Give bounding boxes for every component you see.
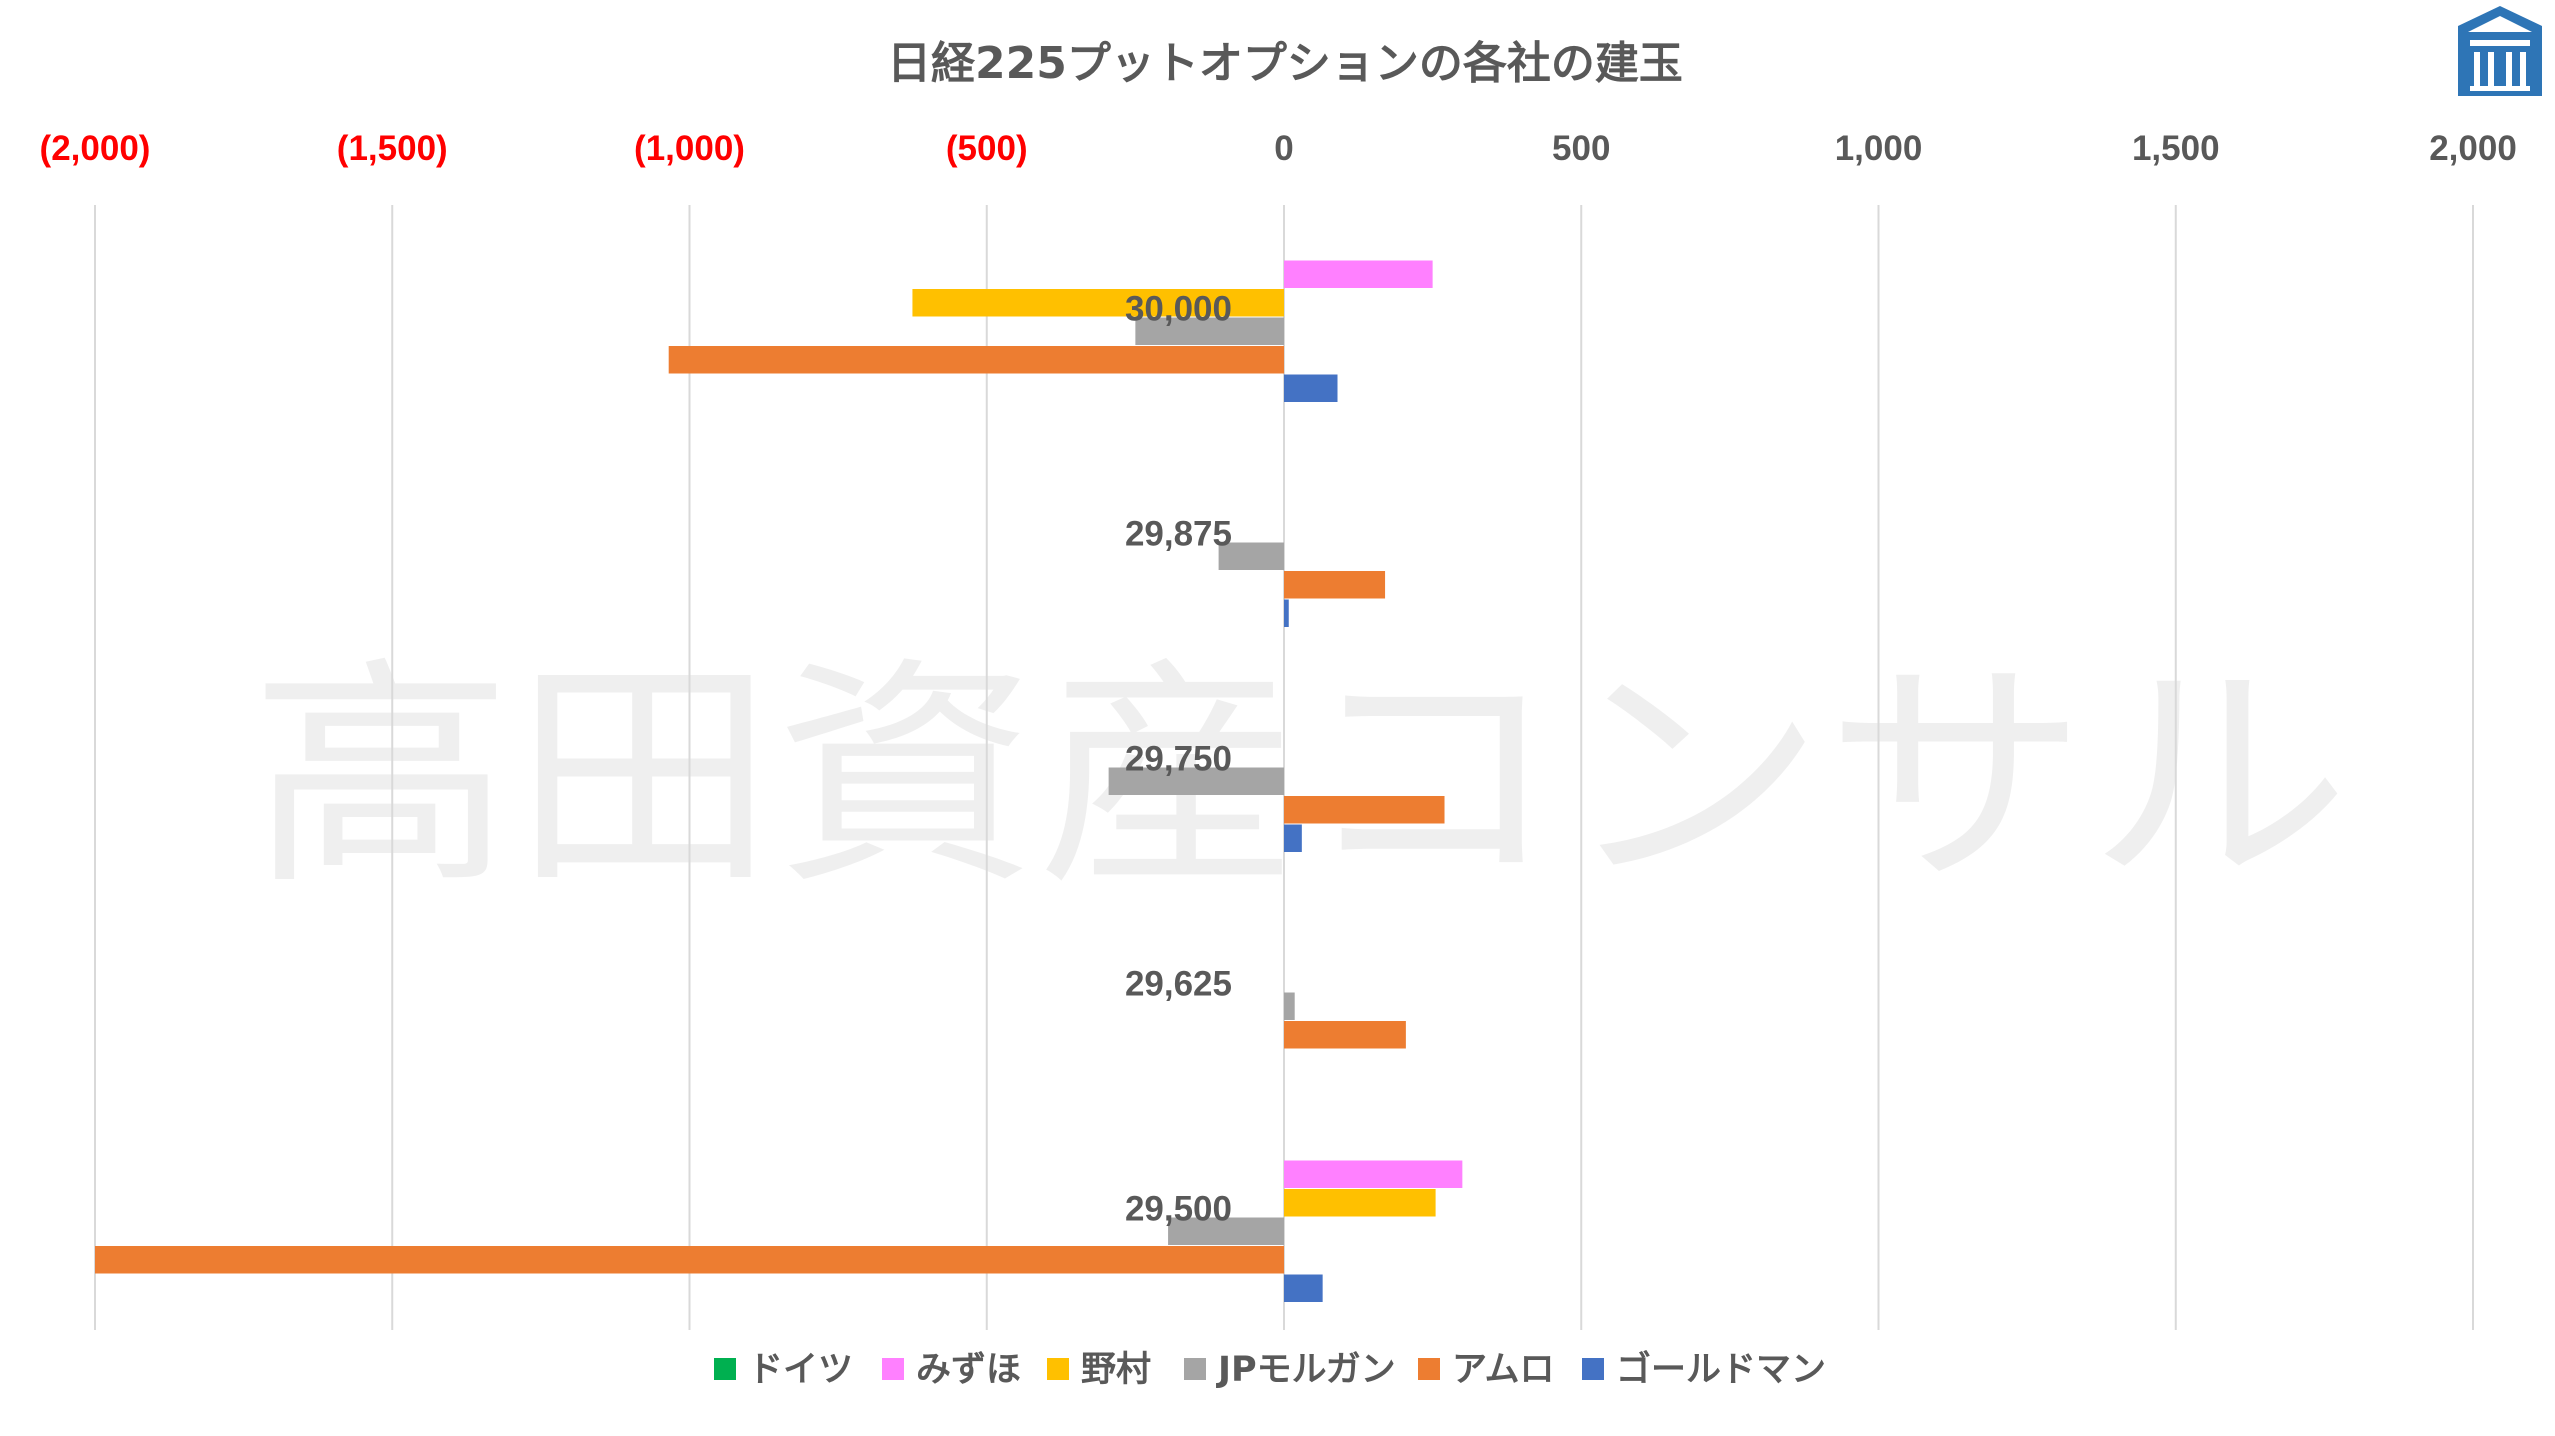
bar-3-3 <box>1284 992 1295 1020</box>
x-tick-label: (1,000) <box>634 129 745 168</box>
bar-4-1 <box>1284 571 1386 599</box>
category-labels: 30,000 29,875 29,750 29,625 29,500 <box>1125 290 1232 1229</box>
category-label: 29,750 <box>1125 740 1232 779</box>
legend-swatch <box>1418 1358 1440 1380</box>
legend-label: JPモルガン <box>1216 1350 1396 1390</box>
legend-swatch <box>1184 1358 1206 1380</box>
bar-3-2 <box>1108 767 1284 795</box>
bar-1-4 <box>1284 1160 1463 1188</box>
x-axis-ticks: (2,000) (1,500) (1,000) (500) 0 500 1,000 1,500… <box>40 129 2517 168</box>
bar-5-0 <box>1284 374 1338 402</box>
bar-5-2 <box>1284 824 1302 852</box>
bar-4-0 <box>668 346 1284 374</box>
bar-3-1 <box>1218 542 1284 570</box>
x-tick-label: 1,500 <box>2132 129 2220 168</box>
bar-2-0 <box>912 289 1284 317</box>
legend-label: 野村 <box>1081 1350 1151 1390</box>
chart-title: 日経225プットオプションの各社の建玉 <box>887 38 1683 89</box>
bar-3-4 <box>1168 1217 1284 1245</box>
legend-swatch <box>714 1358 736 1380</box>
legend: ドイツ みずほ 野村 JPモルガン アムロ ゴールドマン <box>714 1349 1826 1390</box>
legend-swatch <box>1047 1358 1069 1380</box>
legend-swatch <box>1582 1358 1604 1380</box>
bar-4-4 <box>95 1246 1284 1274</box>
category-label: 29,500 <box>1125 1190 1232 1229</box>
legend-swatch <box>882 1358 904 1380</box>
x-tick-label: 0 <box>1274 129 1293 168</box>
x-tick-label: 500 <box>1552 129 1610 168</box>
takata-logo-icon <box>2458 6 2542 96</box>
category-label: 29,875 <box>1125 515 1232 554</box>
x-tick-label: 2,000 <box>2429 129 2517 168</box>
x-tick-label: (500) <box>946 129 1028 168</box>
legend-label: みずほ <box>916 1350 1021 1390</box>
legend-label: ドイツ <box>748 1350 853 1390</box>
bar-4-2 <box>1284 796 1445 824</box>
bars <box>95 260 1463 1302</box>
bar-4-3 <box>1284 1021 1406 1049</box>
bar-2-4 <box>1284 1189 1436 1217</box>
x-tick-label: (1,500) <box>337 129 448 168</box>
category-label: 30,000 <box>1125 290 1232 329</box>
bar-1-0 <box>1284 260 1433 288</box>
x-tick-label: 1,000 <box>1835 129 1923 168</box>
category-label: 29,625 <box>1125 965 1232 1004</box>
x-tick-label: (2,000) <box>40 129 151 168</box>
legend-label: ゴールドマン <box>1616 1349 1826 1390</box>
bar-5-4 <box>1284 1274 1323 1302</box>
bar-5-1 <box>1284 599 1289 627</box>
watermark-text: 高田資産コンサル <box>250 637 2350 917</box>
bar-3-0 <box>1135 317 1284 345</box>
legend-label: アムロ <box>1452 1350 1555 1390</box>
